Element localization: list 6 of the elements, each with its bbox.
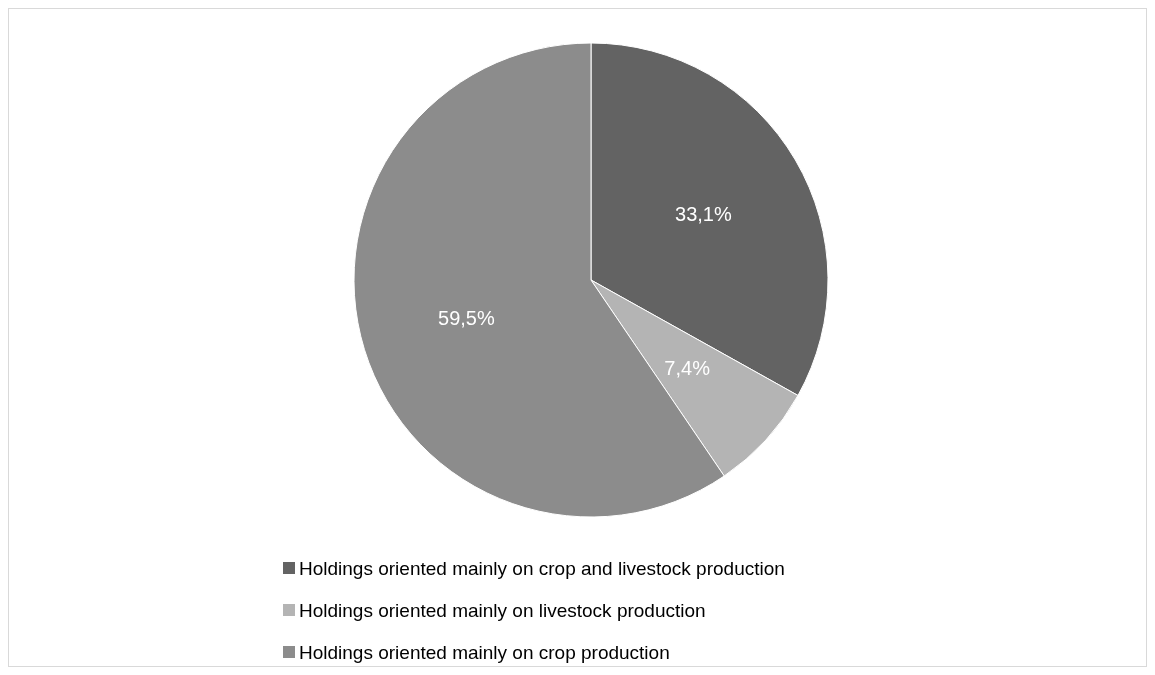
data-label: 33,1% xyxy=(675,203,732,225)
data-label: 59,5% xyxy=(438,307,495,330)
legend-label: Holdings oriented mainly on crop production xyxy=(299,641,670,663)
legend-label: Holdings oriented mainly on crop and livestock production xyxy=(299,557,785,579)
legend-label: Holdings oriented mainly on livestock production xyxy=(299,599,706,621)
data-label: 7,4% xyxy=(664,357,711,380)
